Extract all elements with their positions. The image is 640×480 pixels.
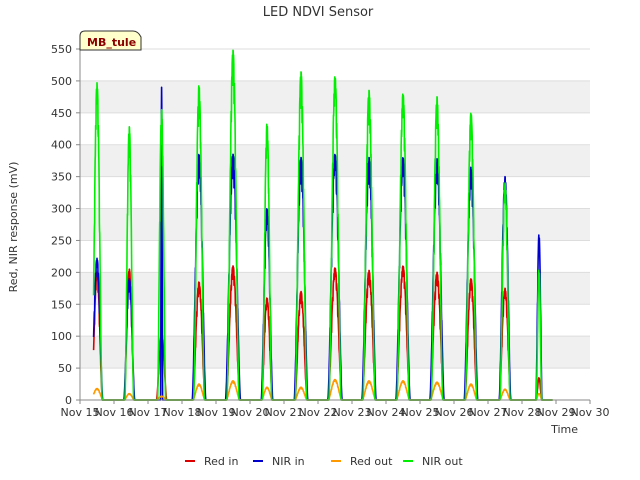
x-tick-label: Nov 30 bbox=[571, 406, 610, 419]
plot-band bbox=[80, 112, 590, 145]
x-tick-label: Nov 15 bbox=[61, 406, 100, 419]
y-tick-label: 300 bbox=[51, 203, 72, 216]
plot-band bbox=[80, 240, 590, 273]
chart-title: LED NDVI Sensor bbox=[263, 5, 374, 20]
x-tick-label: Nov 28 bbox=[503, 406, 542, 419]
y-tick-label: 500 bbox=[51, 75, 72, 88]
x-tick-label: Nov 18 bbox=[163, 406, 202, 419]
legend-label: Red in bbox=[204, 455, 238, 468]
plot-band bbox=[80, 304, 590, 337]
site-badge-label: MB_tule bbox=[87, 36, 136, 49]
y-tick-label: 150 bbox=[51, 298, 72, 311]
plot-band bbox=[80, 176, 590, 209]
x-tick-label: Nov 23 bbox=[333, 406, 372, 419]
y-tick-label: 550 bbox=[51, 43, 72, 56]
plot-band bbox=[80, 49, 590, 81]
y-tick-label: 50 bbox=[58, 362, 72, 375]
y-tick-label: 0 bbox=[65, 394, 72, 407]
y-tick-label: 450 bbox=[51, 107, 72, 120]
axes bbox=[79, 49, 590, 401]
x-tick-label: Nov 24 bbox=[367, 406, 406, 419]
y-tick-label: 250 bbox=[51, 234, 72, 247]
legend: Red in NIR in Red out NIR out bbox=[185, 455, 463, 468]
y-tick-label: 400 bbox=[51, 139, 72, 152]
x-tick-label: Nov 16 bbox=[95, 406, 134, 419]
plot-band bbox=[80, 336, 590, 369]
x-tick-label: Nov 29 bbox=[537, 406, 576, 419]
x-tick-label: Nov 25 bbox=[401, 406, 440, 419]
x-tick-label: Nov 26 bbox=[435, 406, 474, 419]
site-badge: MB_tule bbox=[79, 30, 142, 51]
x-tick-label: Nov 21 bbox=[265, 406, 304, 419]
x-tick-label: Nov 20 bbox=[231, 406, 270, 419]
y-tick-labels: 0 50 100 150 200 250 300 350 400 450 500 550 bbox=[51, 43, 80, 407]
x-tick-label: Nov 19 bbox=[197, 406, 236, 419]
legend-label: Red out bbox=[350, 455, 393, 468]
y-tick-label: 350 bbox=[51, 171, 72, 184]
x-tick-label: Nov 17 bbox=[129, 406, 168, 419]
x-tick-label: Nov 27 bbox=[469, 406, 508, 419]
y-axis-label: Red, NIR response (mV) bbox=[7, 162, 20, 293]
x-axis-label: Time bbox=[550, 423, 578, 436]
x-tick-label: Nov 22 bbox=[299, 406, 338, 419]
plot-band bbox=[80, 208, 590, 241]
legend-label: NIR in bbox=[272, 455, 305, 468]
legend-label: NIR out bbox=[422, 455, 463, 468]
y-tick-label: 100 bbox=[51, 330, 72, 343]
y-tick-label: 200 bbox=[51, 266, 72, 279]
site-badge-box bbox=[79, 30, 142, 51]
